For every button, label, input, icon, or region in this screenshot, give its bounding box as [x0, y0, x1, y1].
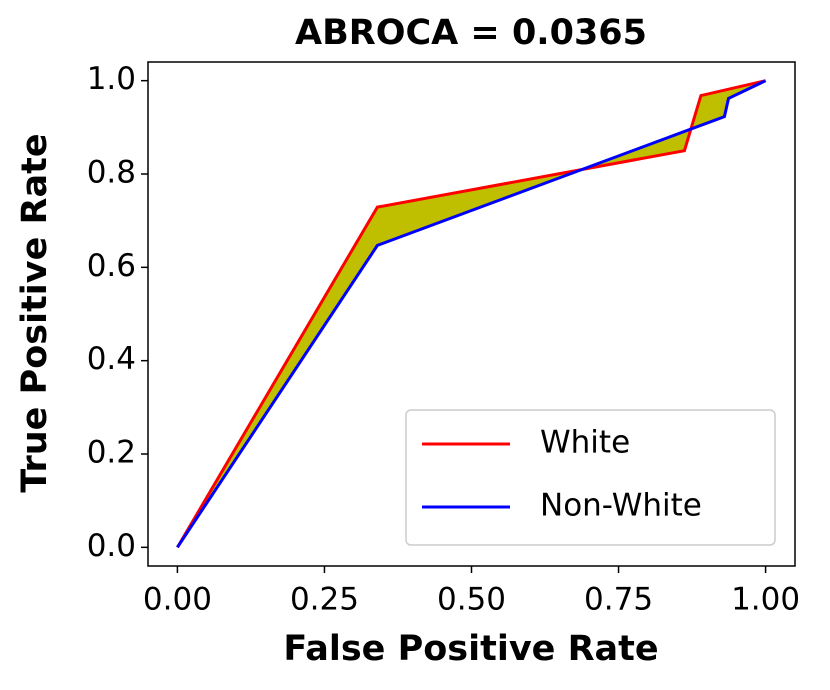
x-tick-label: 0.50 [437, 582, 506, 618]
line [176, 79, 767, 549]
x-tick-label: 0.75 [584, 582, 653, 618]
x-axis-label: False Positive Rate [283, 629, 658, 669]
legend-label: Non-White [540, 488, 702, 524]
y-tick-label: 0.2 [87, 435, 136, 471]
y-tick-label: 0.4 [87, 341, 136, 377]
y-tick-label: 1.0 [87, 61, 136, 97]
y-tick-label: 0.0 [87, 528, 136, 564]
legend-label: White [540, 425, 630, 461]
chart-title: ABROCA = 0.0365 [295, 13, 647, 53]
x-tick-label: 1.00 [731, 582, 800, 618]
x-tick-label: 0.25 [290, 582, 359, 618]
y-axis-label: True Positive Rate [15, 133, 55, 492]
y-tick-label: 0.6 [87, 248, 136, 284]
line [176, 79, 766, 549]
x-tick-label: 0.00 [143, 582, 212, 618]
y-tick-label: 0.8 [87, 155, 136, 191]
